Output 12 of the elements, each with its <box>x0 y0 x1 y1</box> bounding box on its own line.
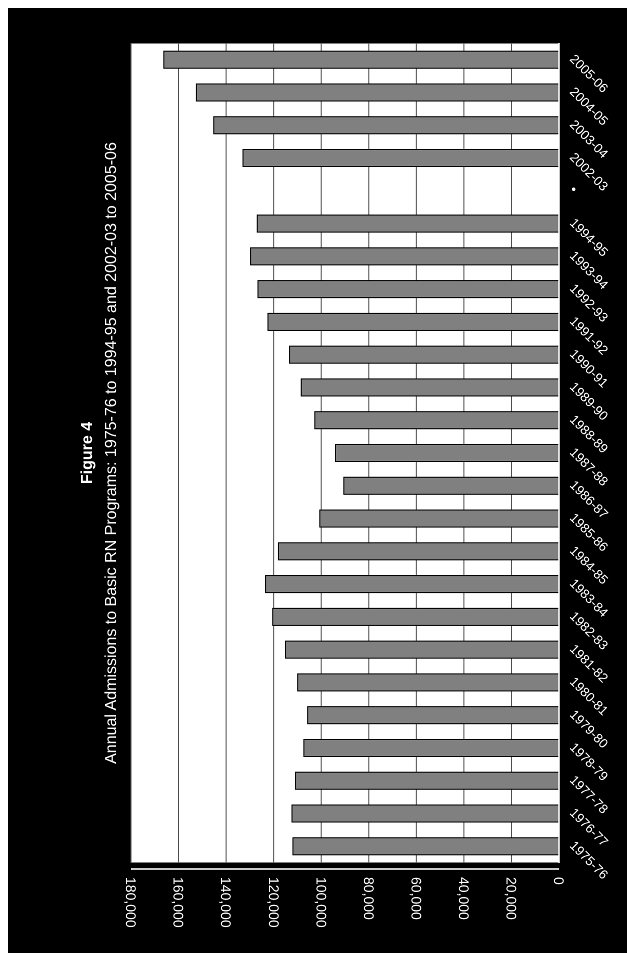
text: Annual Admissions to Basic RN Programs: 1975-76 to 1994-95 and 2002-03 to 2005-06 <box>103 142 120 764</box>
x-tick-label: 140,000 <box>218 877 234 928</box>
x-tick-label: 80,000 <box>360 877 377 920</box>
x-tick-label: 100,000 <box>313 877 330 928</box>
x-tick-label: 180,000 <box>123 877 140 928</box>
x-tick-label: 120,000 <box>266 877 282 928</box>
x-tick-label: 0 <box>551 877 568 885</box>
x-tick-label: 60,000 <box>408 877 424 920</box>
x-tick-label: 20,000 <box>504 877 520 920</box>
text: Figure 4 <box>79 422 96 484</box>
x-tick-label: 160,000 <box>170 877 187 928</box>
x-tick-label: 40,000 <box>456 877 472 920</box>
